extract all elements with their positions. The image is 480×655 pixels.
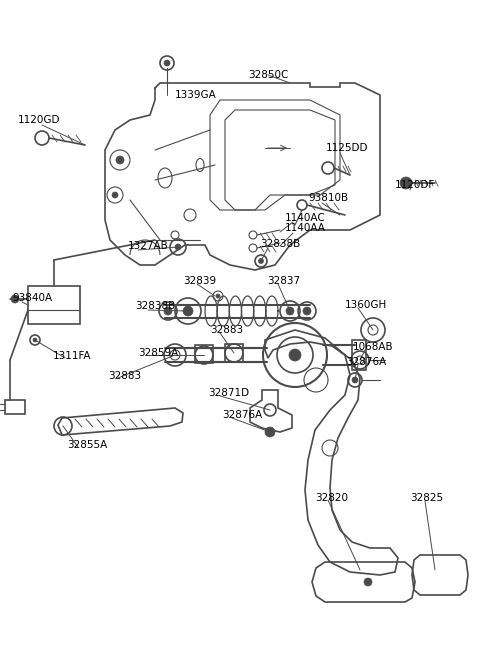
- Bar: [352, 340, 366, 370]
- Circle shape: [303, 307, 311, 315]
- Text: 32825: 32825: [410, 493, 443, 503]
- Text: 93840A: 93840A: [12, 293, 52, 303]
- Text: 1125DD: 1125DD: [326, 143, 369, 153]
- Circle shape: [116, 156, 124, 164]
- Bar: [28, 286, 80, 324]
- Circle shape: [259, 259, 264, 263]
- Text: 1068AB: 1068AB: [353, 342, 394, 352]
- Bar: [5, 400, 25, 414]
- Circle shape: [289, 349, 301, 361]
- Text: 32859A: 32859A: [138, 348, 178, 358]
- Text: 1120DF: 1120DF: [395, 180, 435, 190]
- Circle shape: [352, 377, 358, 383]
- Text: 32855A: 32855A: [67, 440, 107, 450]
- Circle shape: [286, 307, 294, 315]
- Text: 32838B: 32838B: [260, 239, 300, 249]
- Text: 1339GA: 1339GA: [175, 90, 217, 100]
- Text: 32883: 32883: [210, 325, 243, 335]
- Text: 32839: 32839: [183, 276, 216, 286]
- Text: 32850C: 32850C: [248, 70, 288, 80]
- Circle shape: [11, 295, 19, 303]
- Text: 32837: 32837: [267, 276, 300, 286]
- Text: 32876A: 32876A: [222, 410, 262, 420]
- Text: 1140AC: 1140AC: [285, 213, 326, 223]
- Circle shape: [265, 427, 275, 437]
- Circle shape: [33, 338, 37, 342]
- Circle shape: [112, 192, 118, 198]
- Text: 1311FA: 1311FA: [53, 351, 92, 361]
- Text: 32883: 32883: [108, 371, 141, 381]
- Text: 32871D: 32871D: [208, 388, 249, 398]
- Text: 1140AA: 1140AA: [285, 223, 326, 233]
- Text: 93810B: 93810B: [308, 193, 348, 203]
- Circle shape: [216, 294, 220, 298]
- Text: 1120GD: 1120GD: [18, 115, 60, 125]
- Text: 1360GH: 1360GH: [345, 300, 387, 310]
- Text: 32838B: 32838B: [135, 301, 175, 311]
- Circle shape: [164, 60, 170, 66]
- Text: 1327AB: 1327AB: [128, 241, 169, 251]
- Circle shape: [183, 306, 193, 316]
- Bar: [225, 344, 243, 362]
- Circle shape: [164, 307, 172, 315]
- Circle shape: [175, 244, 181, 250]
- Circle shape: [400, 177, 412, 189]
- Circle shape: [364, 578, 372, 586]
- Text: 32876A: 32876A: [346, 357, 386, 367]
- Text: 32820: 32820: [315, 493, 348, 503]
- Bar: [195, 345, 213, 363]
